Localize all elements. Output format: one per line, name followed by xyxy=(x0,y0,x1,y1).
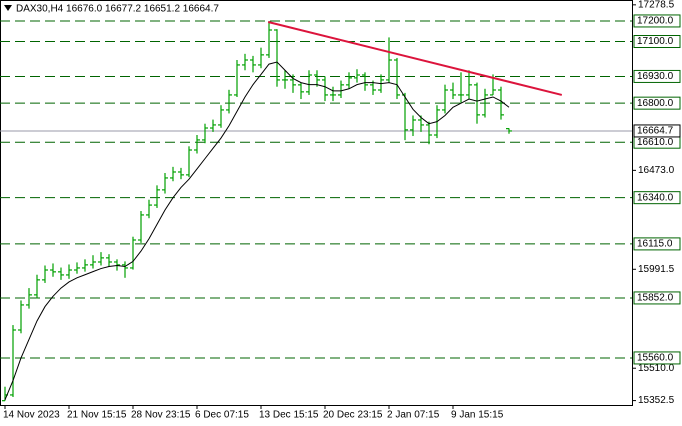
x-tick-label: 13 Dec 15:15 xyxy=(259,410,319,421)
moving-average xyxy=(4,61,510,401)
level-label-box xyxy=(633,96,681,110)
y-tick-label: 15991.5 xyxy=(638,264,675,275)
y-tick-label: 15352.5 xyxy=(638,395,675,406)
y-tick-label: 15510.0 xyxy=(638,363,675,374)
level-label: 16800.0 xyxy=(637,98,674,109)
level-label: 17100.0 xyxy=(637,36,674,47)
symbol-marker xyxy=(4,5,12,11)
x-tick-label: 6 Dec 07:15 xyxy=(195,410,249,421)
y-tick-label: 17278.5 xyxy=(638,0,675,10)
level-label-box xyxy=(633,14,681,28)
level-label-box xyxy=(633,237,681,251)
x-tick-label: 21 Nov 15:15 xyxy=(67,410,127,421)
level-label: 16340.0 xyxy=(637,192,674,203)
level-label: 16115.0 xyxy=(637,239,673,250)
x-tick-label: 2 Jan 07:15 xyxy=(387,410,440,421)
trendline xyxy=(267,21,563,96)
level-label: 16610.0 xyxy=(637,137,674,148)
level-label-box xyxy=(633,291,681,305)
chart-title: DAX30,H4 16676.0 16677.2 16651.2 16664.7 xyxy=(16,4,219,15)
level-label-box xyxy=(633,35,681,49)
y-tick-label: 16473.0 xyxy=(638,165,675,176)
level-label: 16930.0 xyxy=(637,71,674,82)
current-price-box xyxy=(633,124,681,138)
current-price-label: 16664.7 xyxy=(637,126,674,137)
x-tick-label: 28 Nov 23:15 xyxy=(131,410,191,421)
level-label-box xyxy=(633,69,681,83)
level-label-box xyxy=(633,191,681,205)
x-tick-label: 20 Dec 23:15 xyxy=(323,410,383,421)
level-label: 17200.0 xyxy=(637,16,674,27)
level-label: 15560.0 xyxy=(637,353,674,364)
x-tick-label: 9 Jan 15:15 xyxy=(451,410,504,421)
x-tick-label: 14 Nov 2023 xyxy=(3,410,60,421)
level-label: 15852.0 xyxy=(637,293,674,304)
plot-frame xyxy=(0,0,633,406)
level-label-box xyxy=(633,351,681,365)
